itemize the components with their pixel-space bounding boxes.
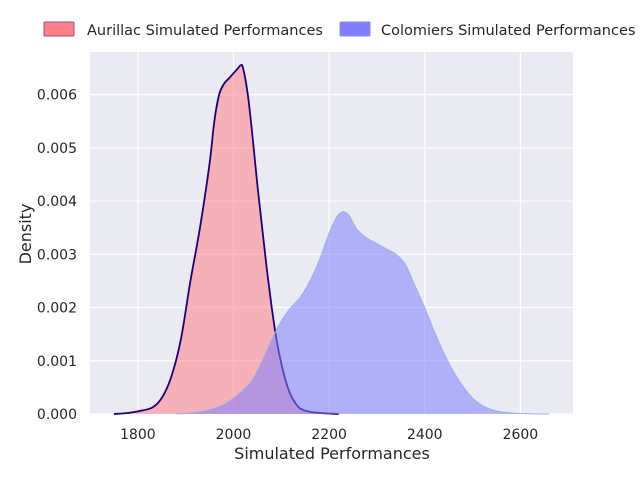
y-tick-label: 0.006 — [37, 88, 77, 104]
x-tick-label: 2200 — [311, 427, 347, 443]
tick-labels: 1800 2000 2200 2400 2600 0.000 0.001 0.002 0.003… — [37, 88, 538, 443]
y-tick-label: 0.003 — [37, 247, 77, 263]
y-axis-label: Density — [16, 204, 35, 265]
density-area-colomiers — [176, 211, 550, 415]
y-tick-label: 0.001 — [37, 354, 77, 370]
x-tick-label: 1800 — [120, 427, 156, 443]
legend-swatch-aurillac — [43, 21, 75, 37]
legend-swatch-colomiers — [339, 21, 371, 37]
legend-label-aurillac: Aurillac Simulated Performances — [87, 23, 323, 39]
x-tick-label: 2000 — [216, 427, 252, 443]
legend: Aurillac Simulated Performances Colomier… — [43, 21, 635, 39]
y-tick-label: 0.005 — [37, 141, 77, 157]
x-axis-label: Simulated Performances — [234, 444, 430, 463]
series-layer — [113, 63, 550, 415]
y-tick-label: 0.002 — [37, 301, 77, 317]
legend-label-colomiers: Colomiers Simulated Performances — [381, 23, 635, 39]
y-tick-label: 0.004 — [37, 194, 77, 210]
density-area-aurillac — [113, 64, 339, 415]
x-tick-label: 2600 — [503, 427, 539, 443]
x-tick-label: 2400 — [407, 427, 443, 443]
y-tick-label: 0.000 — [37, 407, 77, 423]
density-line-colomiers — [176, 211, 550, 415]
